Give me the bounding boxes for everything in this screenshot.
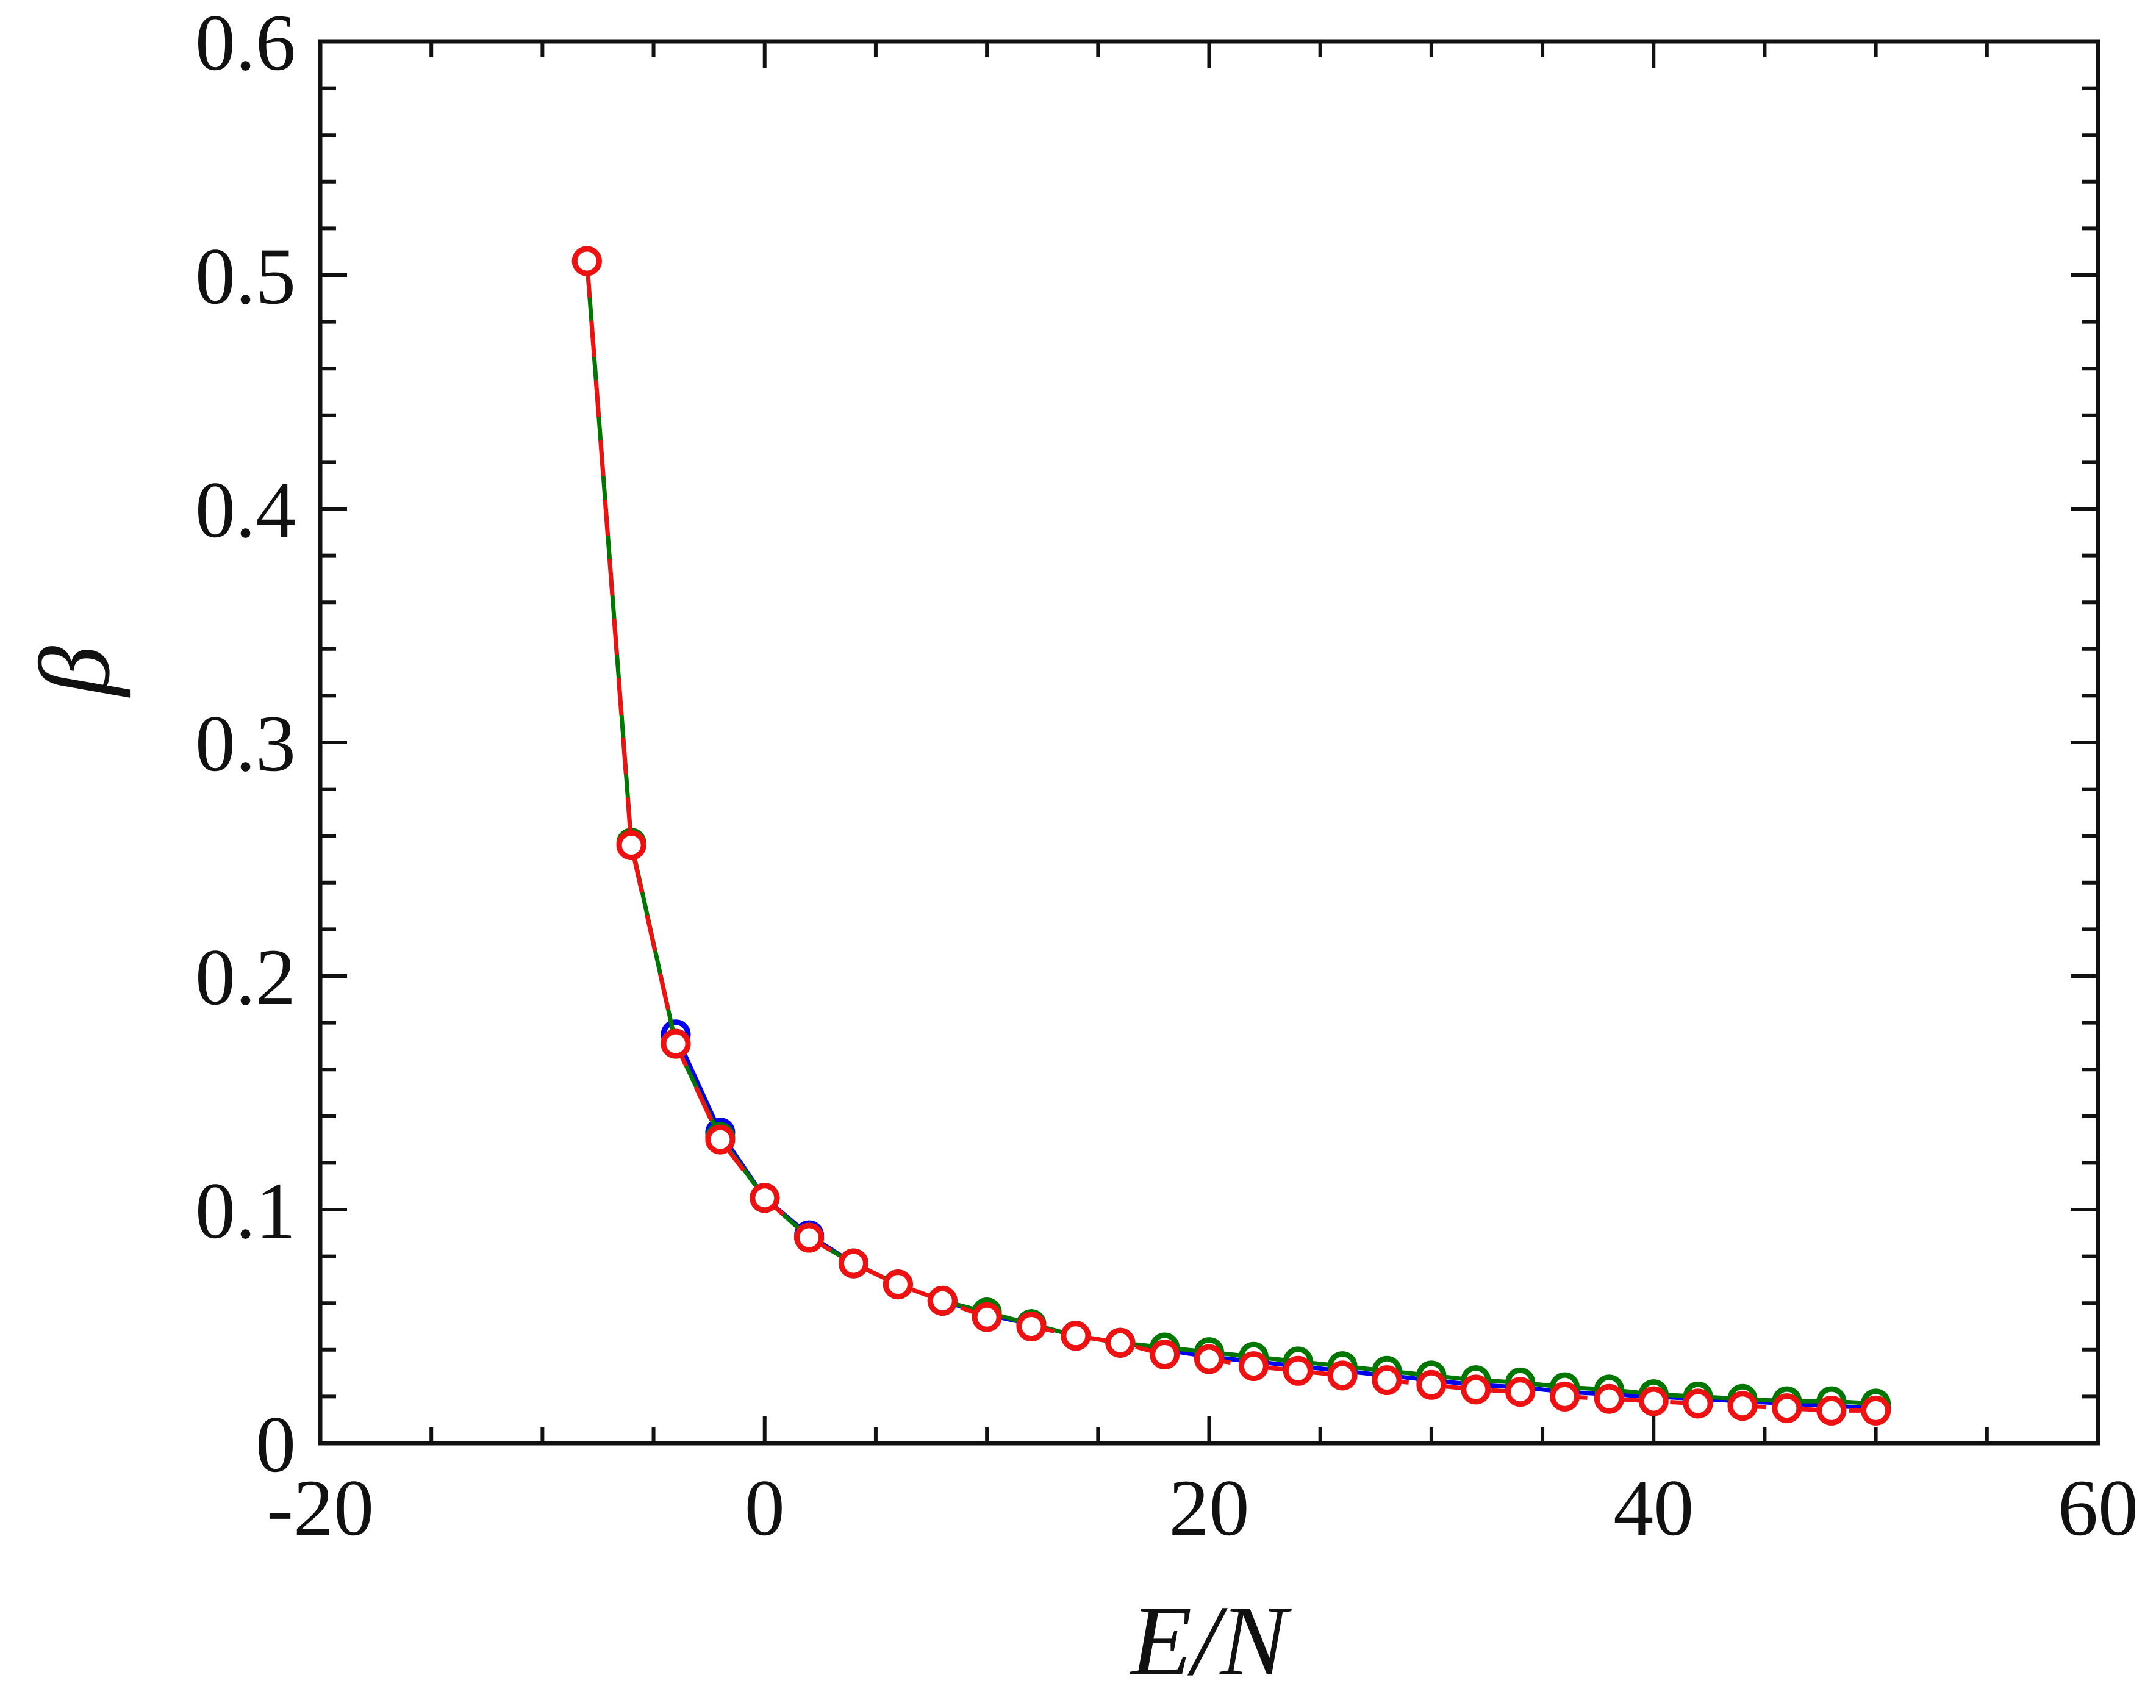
y-tick-label: 0.1 <box>195 1166 296 1255</box>
series-red <box>571 246 1891 1426</box>
x-tick-label: 60 <box>2058 1463 2138 1552</box>
data-point-red <box>972 1302 1002 1332</box>
data-point-red <box>1194 1344 1224 1374</box>
y-tick-label: 0.3 <box>195 698 296 788</box>
x-tick-label: 0 <box>745 1463 785 1552</box>
data-point-red <box>616 830 646 860</box>
minor-ticks <box>320 41 2098 1443</box>
data-point-red <box>1416 1369 1447 1400</box>
y-tick-label: 0 <box>256 1399 296 1489</box>
data-point-red <box>1016 1312 1047 1341</box>
y-tick-label: 0.6 <box>195 0 296 87</box>
data-point-red <box>1727 1391 1758 1421</box>
x-tick-label: 20 <box>1169 1463 1250 1552</box>
data-point-red <box>705 1124 736 1155</box>
data-point-red <box>1061 1321 1091 1351</box>
data-point-red <box>1150 1340 1180 1369</box>
data-point-red <box>883 1269 913 1300</box>
y-tick-label: 0.5 <box>195 231 296 321</box>
data-point-red <box>571 246 602 276</box>
data-point-red <box>1372 1365 1402 1396</box>
x-tick-label: 40 <box>1613 1463 1694 1552</box>
data-point-red <box>1550 1381 1580 1412</box>
data-point-red <box>1861 1395 1891 1426</box>
data-point-red <box>1238 1351 1269 1382</box>
data-point-red <box>839 1248 868 1279</box>
series-layer <box>571 246 1891 1426</box>
y-tick-label: 0.4 <box>195 465 296 554</box>
data-point-red <box>1816 1395 1847 1426</box>
data-point-red <box>1461 1374 1491 1405</box>
data-point-red <box>1105 1327 1136 1358</box>
y-axis-title: β <box>19 646 131 698</box>
data-point-red <box>1327 1360 1358 1391</box>
data-point-red <box>661 1028 691 1059</box>
data-point-red <box>927 1285 958 1316</box>
data-point-red <box>794 1222 825 1253</box>
x-tick-label: -20 <box>267 1463 374 1552</box>
x-axis-title: E/N <box>1130 1585 1292 1696</box>
data-point-red <box>1594 1383 1624 1414</box>
data-point-red <box>1638 1386 1669 1416</box>
data-point-red <box>1772 1393 1802 1424</box>
data-point-red <box>750 1183 780 1213</box>
data-point-red <box>1505 1377 1536 1407</box>
data-point-red <box>1283 1355 1313 1386</box>
plot-frame <box>318 39 2100 1446</box>
y-tick-label: 0.2 <box>195 932 296 1022</box>
data-point-red <box>1683 1388 1713 1419</box>
